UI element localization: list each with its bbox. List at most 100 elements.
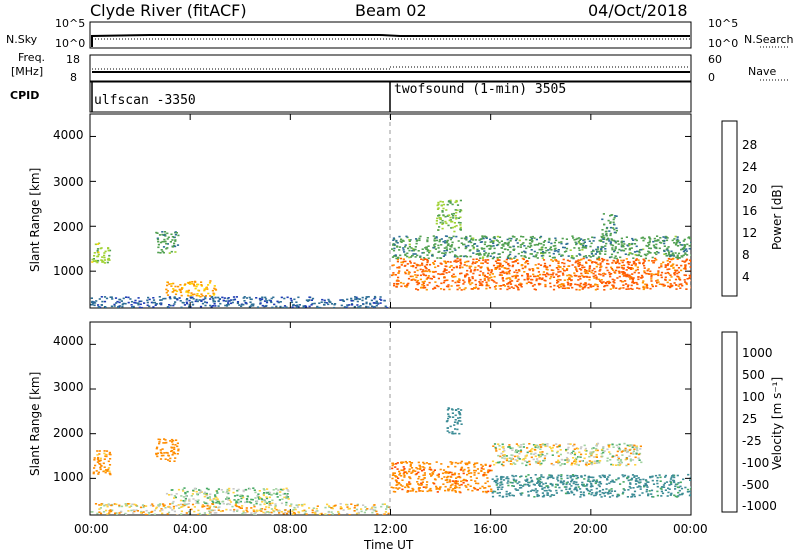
data-cell bbox=[543, 265, 546, 267]
data-cell bbox=[534, 446, 537, 449]
data-cell bbox=[100, 296, 103, 298]
data-cell bbox=[684, 264, 687, 266]
data-cell bbox=[103, 504, 106, 507]
power-cb-tick-8: 8 bbox=[742, 248, 750, 262]
data-cell bbox=[668, 268, 671, 270]
data-cell bbox=[387, 512, 390, 515]
data-cell bbox=[540, 278, 543, 281]
data-cell bbox=[591, 447, 594, 450]
data-cell bbox=[660, 488, 663, 490]
data-cell bbox=[512, 479, 516, 482]
data-cell bbox=[563, 246, 566, 249]
data-cell bbox=[203, 492, 206, 495]
data-cell bbox=[275, 488, 278, 490]
data-cell bbox=[156, 237, 159, 240]
data-cell bbox=[168, 296, 171, 299]
data-cell bbox=[457, 411, 460, 413]
data-cell bbox=[471, 239, 475, 241]
data-cell bbox=[193, 285, 196, 287]
data-cell bbox=[515, 285, 519, 288]
data-cell bbox=[156, 232, 159, 234]
data-cell bbox=[173, 510, 176, 513]
data-cell bbox=[598, 273, 601, 275]
data-cell bbox=[604, 245, 607, 247]
data-cell bbox=[541, 488, 544, 490]
data-cell bbox=[526, 278, 529, 281]
data-cell bbox=[552, 245, 555, 247]
data-cell bbox=[589, 476, 592, 478]
data-cell bbox=[256, 306, 260, 308]
data-cell bbox=[479, 270, 482, 273]
data-cell bbox=[629, 452, 633, 455]
data-cell bbox=[191, 493, 194, 495]
data-cell bbox=[426, 261, 429, 264]
data-cell bbox=[445, 248, 449, 250]
data-cell bbox=[447, 244, 450, 246]
data-cell bbox=[657, 239, 660, 241]
data-cell bbox=[422, 269, 425, 271]
data-cell bbox=[407, 271, 410, 273]
data-cell bbox=[578, 275, 582, 278]
data-cell bbox=[440, 263, 443, 265]
data-cell bbox=[96, 512, 99, 515]
data-cell bbox=[463, 468, 466, 471]
data-cell bbox=[426, 239, 429, 241]
data-cell bbox=[157, 251, 160, 254]
data-cell bbox=[452, 273, 455, 276]
data-cell bbox=[462, 279, 465, 282]
data-cell bbox=[630, 264, 633, 266]
data-cell bbox=[526, 277, 529, 279]
data-cell bbox=[549, 248, 552, 250]
data-cell bbox=[339, 506, 342, 508]
data-cell bbox=[618, 266, 621, 269]
data-cell bbox=[317, 306, 320, 308]
data-cell bbox=[460, 289, 463, 291]
data-cell bbox=[365, 302, 368, 305]
data-cell bbox=[643, 267, 646, 269]
data-cell bbox=[528, 242, 531, 245]
data-cell bbox=[339, 503, 342, 505]
data-cell bbox=[638, 287, 641, 290]
data-cell bbox=[680, 264, 683, 267]
data-cell bbox=[492, 240, 495, 242]
data-cell bbox=[415, 238, 418, 240]
data-cell bbox=[600, 235, 603, 238]
data-cell bbox=[185, 301, 188, 304]
data-cell bbox=[558, 444, 561, 446]
data-cell bbox=[507, 477, 510, 480]
data-cell bbox=[549, 246, 552, 248]
data-cell bbox=[608, 273, 611, 276]
data-cell bbox=[492, 279, 495, 282]
data-cell bbox=[263, 503, 266, 505]
data-cell bbox=[288, 510, 291, 512]
data-cell bbox=[472, 261, 475, 263]
data-cell bbox=[459, 229, 462, 231]
data-cell bbox=[268, 496, 271, 499]
data-cell bbox=[236, 510, 239, 512]
data-cell bbox=[99, 306, 102, 308]
data-cell bbox=[516, 271, 519, 274]
data-cell bbox=[369, 303, 372, 306]
data-cell bbox=[476, 245, 479, 247]
data-cell bbox=[487, 244, 490, 247]
data-cell bbox=[410, 462, 414, 464]
data-cell bbox=[604, 273, 607, 275]
data-cell bbox=[350, 503, 353, 505]
data-cell bbox=[539, 485, 542, 487]
data-cell bbox=[175, 505, 178, 507]
data-cell bbox=[543, 457, 546, 460]
data-cell bbox=[449, 471, 452, 474]
data-cell bbox=[631, 253, 634, 255]
data-cell bbox=[303, 503, 306, 506]
data-cell bbox=[475, 253, 478, 255]
data-cell bbox=[494, 288, 497, 290]
data-cell bbox=[584, 449, 587, 452]
data-cell bbox=[512, 245, 515, 248]
data-cell bbox=[509, 492, 512, 494]
data-cell bbox=[601, 488, 605, 491]
data-cell bbox=[589, 451, 592, 453]
data-cell bbox=[190, 292, 193, 294]
data-cell bbox=[481, 485, 484, 488]
data-cell bbox=[538, 248, 541, 251]
data-cell bbox=[162, 442, 165, 444]
